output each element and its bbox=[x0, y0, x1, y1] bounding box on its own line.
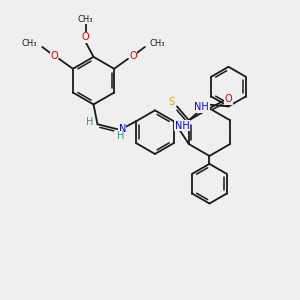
Text: CH₃: CH₃ bbox=[150, 38, 165, 47]
Text: NH: NH bbox=[175, 121, 190, 131]
Text: O: O bbox=[224, 94, 232, 104]
Text: CH₃: CH₃ bbox=[22, 38, 37, 47]
Text: CH₃: CH₃ bbox=[78, 15, 93, 24]
Text: NH: NH bbox=[194, 102, 209, 112]
Text: N: N bbox=[118, 124, 126, 134]
Text: O: O bbox=[82, 32, 89, 42]
Text: O: O bbox=[50, 51, 58, 61]
Text: H: H bbox=[86, 117, 93, 127]
Text: H: H bbox=[117, 131, 124, 141]
Text: O: O bbox=[129, 51, 137, 61]
Text: S: S bbox=[168, 98, 174, 107]
